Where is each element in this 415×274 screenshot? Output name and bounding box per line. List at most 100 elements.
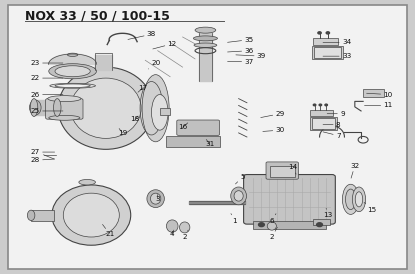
Text: 2: 2: [182, 230, 188, 240]
Circle shape: [259, 223, 264, 227]
Text: 13: 13: [323, 208, 332, 218]
Circle shape: [325, 104, 327, 106]
Text: 10: 10: [366, 92, 393, 98]
Polygon shape: [49, 54, 97, 64]
Ellipse shape: [71, 78, 141, 138]
Text: 32: 32: [350, 163, 359, 178]
Text: 18: 18: [130, 116, 139, 122]
Polygon shape: [199, 33, 212, 81]
Circle shape: [317, 223, 322, 227]
Polygon shape: [35, 100, 56, 115]
Text: 20: 20: [149, 60, 160, 69]
Text: 33: 33: [323, 53, 351, 59]
Text: 31: 31: [205, 139, 214, 147]
Text: 6: 6: [269, 214, 276, 224]
Ellipse shape: [166, 220, 178, 232]
FancyBboxPatch shape: [244, 175, 335, 224]
Bar: [253, 221, 326, 229]
Text: 9: 9: [327, 111, 345, 117]
Ellipse shape: [352, 187, 366, 212]
Ellipse shape: [63, 193, 120, 237]
Text: 26: 26: [31, 92, 63, 98]
Text: 22: 22: [31, 75, 63, 81]
Text: 23: 23: [31, 60, 63, 66]
Ellipse shape: [55, 66, 90, 77]
Bar: [160, 108, 170, 115]
Text: 16: 16: [178, 123, 188, 130]
Circle shape: [313, 104, 316, 106]
Bar: [312, 46, 343, 59]
Ellipse shape: [355, 192, 363, 207]
Text: 14: 14: [288, 164, 297, 174]
Ellipse shape: [55, 84, 90, 88]
Text: 39: 39: [236, 53, 266, 59]
Bar: [270, 166, 295, 177]
Text: 12: 12: [153, 41, 177, 49]
Circle shape: [319, 104, 322, 106]
Text: 30: 30: [263, 127, 285, 133]
Text: 15: 15: [364, 202, 376, 213]
Text: 38: 38: [128, 31, 156, 39]
Ellipse shape: [194, 43, 217, 47]
Text: 2: 2: [269, 227, 277, 240]
Text: 35: 35: [227, 37, 254, 43]
Text: 11: 11: [364, 102, 393, 109]
Ellipse shape: [49, 115, 80, 120]
Text: NOX 33 / 50 / 100-15: NOX 33 / 50 / 100-15: [25, 10, 170, 22]
Ellipse shape: [147, 190, 164, 208]
Ellipse shape: [231, 187, 247, 205]
Ellipse shape: [27, 210, 35, 221]
Text: 27: 27: [31, 149, 55, 155]
Bar: [314, 47, 341, 58]
Text: 4: 4: [170, 230, 175, 237]
Text: 28: 28: [31, 157, 55, 163]
Ellipse shape: [79, 179, 95, 185]
Text: 1: 1: [231, 214, 237, 224]
Circle shape: [318, 32, 321, 34]
Text: 29: 29: [261, 111, 285, 118]
Bar: [166, 136, 220, 147]
Ellipse shape: [234, 191, 243, 201]
FancyBboxPatch shape: [177, 120, 220, 135]
Bar: [312, 118, 335, 129]
Bar: [313, 38, 338, 45]
Circle shape: [326, 32, 330, 34]
Ellipse shape: [345, 189, 356, 210]
Ellipse shape: [151, 95, 168, 130]
Ellipse shape: [54, 99, 61, 116]
Ellipse shape: [30, 99, 38, 116]
Ellipse shape: [52, 185, 131, 245]
FancyBboxPatch shape: [46, 99, 83, 119]
Ellipse shape: [50, 83, 95, 88]
Text: 19: 19: [118, 129, 127, 136]
Ellipse shape: [267, 222, 276, 230]
Bar: [310, 117, 337, 130]
Text: 7: 7: [323, 132, 341, 139]
Text: 17: 17: [138, 85, 148, 92]
Text: 36: 36: [227, 48, 254, 54]
Ellipse shape: [67, 53, 78, 56]
Text: 21: 21: [103, 224, 115, 237]
Text: 25: 25: [31, 108, 63, 114]
Bar: [310, 110, 333, 116]
Text: 3: 3: [155, 195, 160, 202]
Text: 37: 37: [227, 59, 254, 65]
Bar: [31, 210, 54, 221]
Ellipse shape: [142, 75, 169, 142]
Text: 34: 34: [323, 39, 351, 45]
Text: 8: 8: [323, 122, 341, 128]
Ellipse shape: [49, 64, 96, 79]
Polygon shape: [189, 201, 245, 204]
Ellipse shape: [151, 193, 161, 204]
Text: 5: 5: [235, 174, 245, 184]
Bar: [363, 89, 384, 97]
FancyBboxPatch shape: [266, 162, 298, 179]
Bar: [313, 219, 330, 225]
Ellipse shape: [48, 96, 81, 102]
Ellipse shape: [50, 100, 62, 115]
Ellipse shape: [342, 184, 359, 214]
Ellipse shape: [193, 36, 217, 41]
Ellipse shape: [195, 27, 216, 33]
Ellipse shape: [180, 222, 190, 233]
Ellipse shape: [58, 67, 154, 149]
